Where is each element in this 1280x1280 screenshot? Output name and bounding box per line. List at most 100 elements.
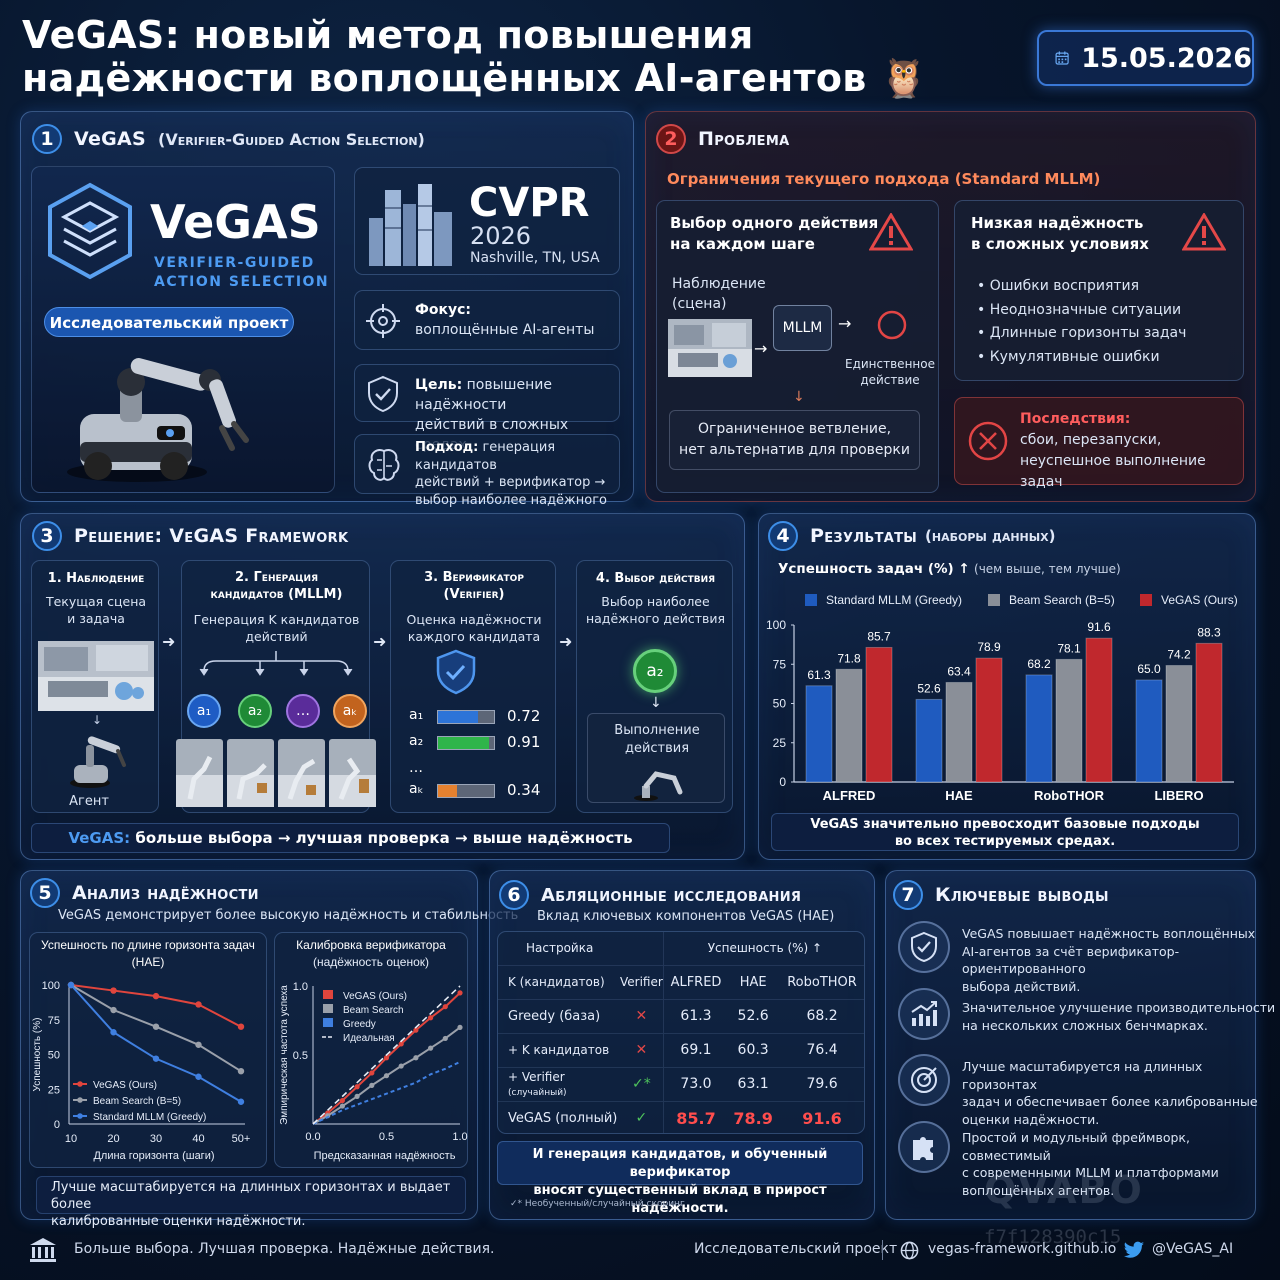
- data-point: [413, 1055, 419, 1061]
- focus-label: Фокус:: [415, 302, 472, 318]
- section-6-footnote: ✓* Необученный/случайный скоринг: [510, 1199, 685, 1209]
- takeaway-4: Простой и модульный фреймворк, совместим…: [962, 1129, 1280, 1199]
- cell: 68.2: [778, 999, 864, 1034]
- bar-value-label: 71.8: [837, 651, 861, 665]
- takeaway-3-line-1: Лучше масштабируется на длинных горизонт…: [962, 1059, 1203, 1092]
- watermark-code: f7f128390c15: [984, 1226, 1122, 1248]
- data-point: [369, 1070, 375, 1076]
- goal-card: Цель: повышение надёжности действий в сло…: [354, 364, 620, 453]
- step-1-sub-1: Текущая сцена: [45, 594, 147, 609]
- page-title: VeGAS: новый метод повышения надёжности …: [22, 14, 928, 100]
- y-tick-label: 25: [773, 736, 787, 750]
- step-3-title-2: (Verifier): [443, 587, 505, 602]
- conference-place: Nashville, TN, USA: [470, 250, 600, 266]
- date-badge: 15.05.2026: [1037, 30, 1254, 86]
- step-generation-card: 2. Генерация кандидатов (MLLM) Генерация …: [176, 560, 376, 813]
- chart-title-2: (HAE): [132, 955, 165, 969]
- globe-icon: [900, 1241, 919, 1260]
- cell: 52.6: [728, 999, 779, 1034]
- step-2-sub: Генерация K кандидатов действий: [182, 611, 371, 645]
- section-5-note-1: Лучше масштабируется на длинных горизонт…: [51, 1180, 451, 1212]
- score-label: …: [409, 760, 423, 776]
- bar-value-label: 68.2: [1027, 657, 1051, 671]
- step-4-sub-2: надёжного действия: [585, 611, 726, 626]
- takeaway-1-line-3: выбора действий.: [962, 978, 1081, 994]
- limited-branching-1: Ограниченное ветвление,: [697, 421, 892, 437]
- bullet-text: Ошибки восприятия: [989, 278, 1140, 294]
- y-tick-label: 0.5: [293, 1050, 308, 1062]
- vegas-logo-sub1: VERIFIER-GUIDED: [154, 255, 315, 271]
- section-5-note: Лучше масштабируется на длинных горизонт…: [36, 1176, 466, 1229]
- legend-swatch: [988, 594, 1000, 606]
- candidate-ellipsis: …: [286, 694, 320, 728]
- section-1-number: 1: [32, 124, 62, 154]
- consequences-2: неуспешное выполнение задач: [1020, 453, 1206, 490]
- observation-label: Наблюдение (сцена): [672, 274, 766, 314]
- section-7-panel: [885, 870, 1256, 1220]
- data-point: [195, 1041, 202, 1048]
- candidate-a2: a₂: [238, 694, 272, 728]
- step-3-title: 3. Верификатор (Verifier): [391, 569, 557, 603]
- footer-divider: [882, 1240, 883, 1260]
- row-setting-text: + Verifier: [508, 1070, 565, 1084]
- x-tick-label: 0.0: [305, 1131, 320, 1143]
- data-point: [110, 1029, 117, 1036]
- bar: [1055, 658, 1083, 783]
- observation-label-1: Наблюдение: [672, 276, 766, 292]
- cell: 85.7: [662, 1101, 729, 1133]
- score-value: 0.91: [507, 733, 541, 751]
- conference-name: CVPR: [469, 180, 590, 226]
- step-2-title: 2. Генерация кандидатов (MLLM): [182, 569, 371, 603]
- branch-lines: [199, 651, 353, 676]
- vegas-logo-sub2: ACTION SELECTION: [154, 274, 330, 290]
- agent-label: Агент: [69, 794, 109, 809]
- x-tick-label: 30: [150, 1133, 162, 1145]
- footer-site-link[interactable]: vegas-framework.github.io: [928, 1241, 1117, 1257]
- bullet-item: • Неоднозначные ситуации: [977, 301, 1182, 318]
- y-tick-label: 75: [773, 657, 787, 671]
- research-project-badge: Исследовательский проект: [44, 307, 294, 337]
- table-row: VeGAS (полный) ✓ 85.7 78.9 91.6: [498, 1101, 864, 1133]
- step-4-title: 4. Выбор действия: [595, 571, 716, 586]
- step-3-title-1: 3. Верификатор: [424, 570, 524, 585]
- check-icon: ✓: [635, 1110, 648, 1127]
- section-6-subtitle: Вклад ключевых компонентов VeGAS (HAE): [537, 909, 835, 924]
- consequences-label: Последствия:: [1020, 411, 1131, 427]
- bar-value-label: 88.3: [1197, 625, 1221, 639]
- score-label: aₖ: [409, 781, 424, 797]
- cell: 69.1: [662, 1033, 729, 1068]
- section-7-title: Ключевые выводы: [935, 884, 1109, 906]
- legend-swatch: [323, 1018, 333, 1027]
- y-axis-label: Успешность (%): [32, 1018, 43, 1092]
- x-axis-label: Длина горизонта (шаги): [93, 1150, 214, 1162]
- bar: [1025, 674, 1053, 783]
- step-observation-card: 1. Наблюдение Текущая сцена и задача ↓ Аг…: [31, 560, 159, 813]
- data-point: [152, 1055, 160, 1062]
- data-point: [369, 1082, 375, 1088]
- results-subtitle-main: Успешность задач (%) ↑: [778, 561, 970, 577]
- vegas-logo-icon: [48, 182, 132, 280]
- chart-title: Калибровка верификатора: [296, 938, 446, 952]
- focus-text: воплощённые AI-агенты: [415, 322, 595, 338]
- score-bar-track: [437, 736, 495, 750]
- bar: [1085, 637, 1113, 783]
- data-point: [354, 1084, 360, 1090]
- legend-swatch: [323, 990, 333, 999]
- step-verifier-card: 3. Верификатор (Verifier) Оценка надёжнос…: [390, 560, 556, 813]
- step-1-sub: Текущая сцена и задача: [32, 593, 160, 627]
- warning-icon: [1182, 213, 1226, 251]
- col-success: Успешность (%) ↑: [662, 932, 864, 966]
- score-label: a₂: [409, 733, 424, 749]
- cell: 78.9: [733, 1108, 773, 1128]
- takeaway-3-line-3: оценки надёжности.: [962, 1111, 1100, 1127]
- chart-subtitle: (надёжность оценок): [313, 955, 429, 969]
- row-setting: + K кандидатов: [498, 1033, 620, 1068]
- takeaway-4-line-2: с современными MLLM и платформами: [962, 1165, 1219, 1180]
- step-1-sub-2: и задача: [67, 611, 125, 626]
- cell: 76.4: [778, 1033, 864, 1068]
- footer-twitter-link[interactable]: @VeGAS_AI: [1152, 1241, 1234, 1257]
- check-star-icon: ✓*: [620, 1067, 664, 1102]
- calibration-line-chart: Калибровка верификатора (надёжность оцено…: [279, 938, 468, 1162]
- vegas-summary-bar: VeGAS: больше выбора → лучшая проверка →…: [31, 823, 670, 853]
- vegas-logo-card: VeGAS VERIFIER-GUIDED ACTION SELECTION И…: [31, 166, 335, 493]
